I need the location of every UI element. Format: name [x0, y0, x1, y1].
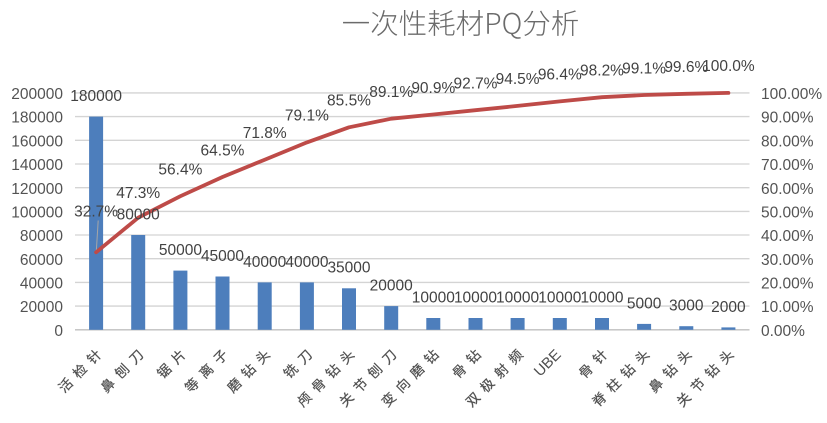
svg-text:0: 0: [54, 323, 63, 340]
svg-text:10.00%: 10.00%: [761, 299, 814, 316]
svg-text:80000: 80000: [117, 206, 160, 223]
svg-text:71.8%: 71.8%: [243, 125, 287, 142]
svg-text:45000: 45000: [201, 248, 244, 265]
svg-text:70.00%: 70.00%: [761, 157, 814, 174]
svg-text:35000: 35000: [327, 260, 370, 277]
svg-text:100.0%: 100.0%: [702, 58, 755, 75]
svg-text:94.5%: 94.5%: [496, 71, 540, 88]
svg-text:10000: 10000: [538, 289, 581, 306]
svg-text:90.9%: 90.9%: [411, 80, 455, 97]
svg-text:30.00%: 30.00%: [761, 252, 814, 269]
svg-text:180000: 180000: [11, 110, 63, 127]
svg-text:100000: 100000: [11, 205, 63, 222]
svg-text:20000: 20000: [370, 278, 413, 295]
svg-text:20000: 20000: [20, 299, 63, 316]
svg-text:10000: 10000: [580, 289, 623, 306]
svg-text:0.00%: 0.00%: [761, 323, 805, 340]
svg-text:60.00%: 60.00%: [761, 181, 814, 198]
svg-text:79.1%: 79.1%: [285, 108, 329, 125]
svg-text:56.4%: 56.4%: [158, 162, 202, 179]
svg-text:10000: 10000: [412, 289, 455, 306]
svg-text:96.4%: 96.4%: [538, 67, 582, 84]
svg-text:20.00%: 20.00%: [761, 276, 814, 293]
svg-text:50.00%: 50.00%: [761, 205, 814, 222]
svg-text:60000: 60000: [20, 252, 63, 269]
svg-text:5000: 5000: [627, 295, 662, 312]
svg-text:40.00%: 40.00%: [761, 228, 814, 245]
svg-text:40000: 40000: [285, 254, 328, 271]
svg-text:50000: 50000: [159, 242, 202, 259]
svg-text:140000: 140000: [11, 157, 63, 174]
svg-text:100.00%: 100.00%: [761, 86, 822, 103]
svg-text:2000: 2000: [711, 299, 746, 316]
svg-text:180000: 180000: [70, 88, 122, 105]
svg-text:98.2%: 98.2%: [580, 63, 624, 80]
svg-text:32.7%: 32.7%: [74, 203, 118, 220]
svg-text:3000: 3000: [669, 298, 704, 315]
svg-text:90.00%: 90.00%: [761, 110, 814, 127]
svg-text:99.1%: 99.1%: [622, 60, 666, 77]
svg-text:40000: 40000: [243, 254, 286, 271]
svg-text:80.00%: 80.00%: [761, 133, 814, 150]
svg-text:85.5%: 85.5%: [327, 93, 371, 110]
svg-text:120000: 120000: [11, 181, 63, 198]
svg-text:160000: 160000: [11, 133, 63, 150]
svg-text:89.1%: 89.1%: [369, 84, 413, 101]
svg-text:99.6%: 99.6%: [664, 59, 708, 76]
svg-text:10000: 10000: [496, 289, 539, 306]
svg-text:64.5%: 64.5%: [201, 142, 245, 159]
svg-text:10000: 10000: [454, 289, 497, 306]
svg-text:40000: 40000: [20, 276, 63, 293]
svg-text:47.3%: 47.3%: [116, 185, 160, 202]
svg-text:92.7%: 92.7%: [454, 76, 498, 93]
svg-text:200000: 200000: [11, 86, 63, 103]
svg-text:80000: 80000: [20, 228, 63, 245]
